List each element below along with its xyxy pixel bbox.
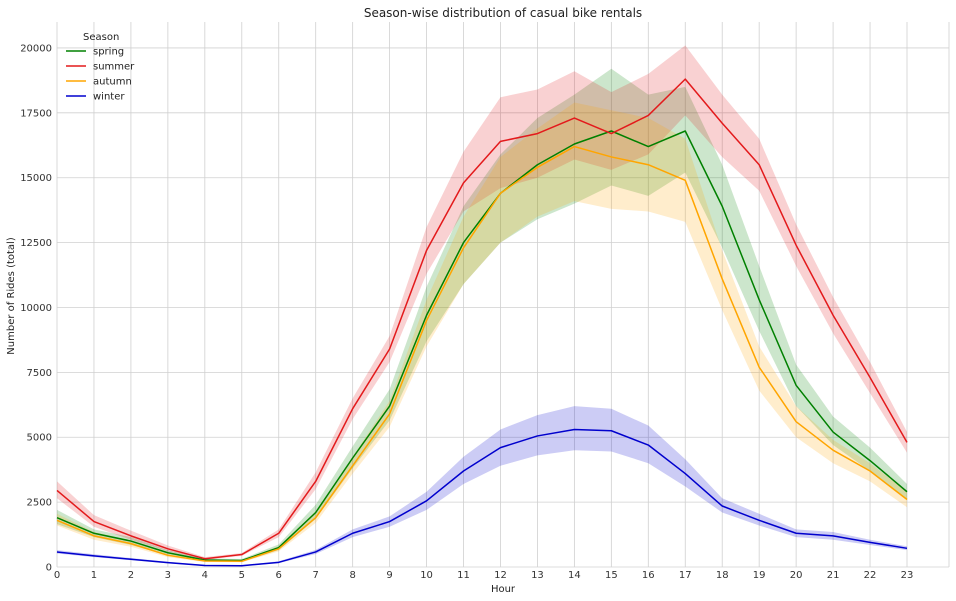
line-winter [56, 428, 908, 567]
legend-item-winter: winter [66, 92, 125, 103]
legend-items: spring summer autumn winter [66, 47, 135, 103]
grid [56, 22, 950, 568]
legend-label: spring [93, 47, 124, 58]
x-tick-label: 0 [54, 570, 60, 581]
line-spring [56, 130, 908, 562]
y-tick-label: 15000 [20, 173, 52, 184]
x-tick-label: 3 [165, 570, 171, 581]
x-tick-label: 6 [276, 570, 282, 581]
y-tick-label: 17500 [20, 108, 52, 119]
x-tick-label: 10 [420, 570, 433, 581]
x-tick-label: 8 [349, 570, 355, 581]
x-tick-label: 23 [901, 570, 914, 581]
legend-title: Season [83, 32, 119, 43]
line-autumn [56, 145, 908, 563]
x-tick-label: 15 [605, 570, 618, 581]
y-tick-label: 12500 [20, 238, 52, 249]
x-tick-label: 22 [864, 570, 877, 581]
y-tick-label: 20000 [20, 43, 52, 54]
x-tick-label: 9 [386, 570, 392, 581]
x-tick-label: 14 [568, 570, 581, 581]
y-tick-label: 2500 [27, 498, 52, 509]
line-summer [56, 78, 908, 560]
x-tick-label: 5 [239, 570, 245, 581]
legend: Season spring summer autumn winter [66, 32, 135, 103]
x-tick-label: 12 [494, 570, 507, 581]
x-tick-label: 7 [313, 570, 319, 581]
x-tick-label: 4 [202, 570, 208, 581]
x-tick-label: 2 [128, 570, 134, 581]
x-tick-label: 11 [457, 570, 470, 581]
y-tick-label: 7500 [27, 368, 52, 379]
band-summer [57, 45, 907, 560]
y-tick-label: 10000 [20, 303, 52, 314]
x-tick-label: 20 [790, 570, 803, 581]
legend-label: autumn [93, 77, 132, 88]
x-tick-label: 18 [716, 570, 729, 581]
x-tick-label: 1 [91, 570, 97, 581]
legend-item-spring: spring [66, 47, 124, 58]
legend-label: winter [93, 92, 125, 103]
x-tick-label: 21 [827, 570, 840, 581]
confidence-bands [57, 45, 907, 567]
y-axis-label: Number of Rides (total) [6, 237, 17, 355]
series-lines [56, 78, 908, 567]
legend-label: summer [93, 62, 135, 73]
x-tick-label: 16 [642, 570, 655, 581]
legend-item-summer: summer [66, 62, 135, 73]
band-winter [57, 406, 907, 567]
tick-labels: 0 1 2 3 4 5 6 7 8 9 10 11 12 13 14 15 16 17 18 19 20 21 22 2302… [20, 43, 913, 581]
x-tick-label: 17 [679, 570, 692, 581]
chart-title: Season-wise distribution of casual bike … [364, 6, 642, 20]
y-tick-label: 5000 [27, 433, 52, 444]
legend-item-autumn: autumn [66, 77, 132, 88]
y-tick-label: 0 [46, 563, 52, 574]
x-tick-label: 19 [753, 570, 766, 581]
band-autumn [57, 102, 907, 563]
x-tick-label: 13 [531, 570, 544, 581]
x-axis-label: Hour [491, 584, 516, 595]
